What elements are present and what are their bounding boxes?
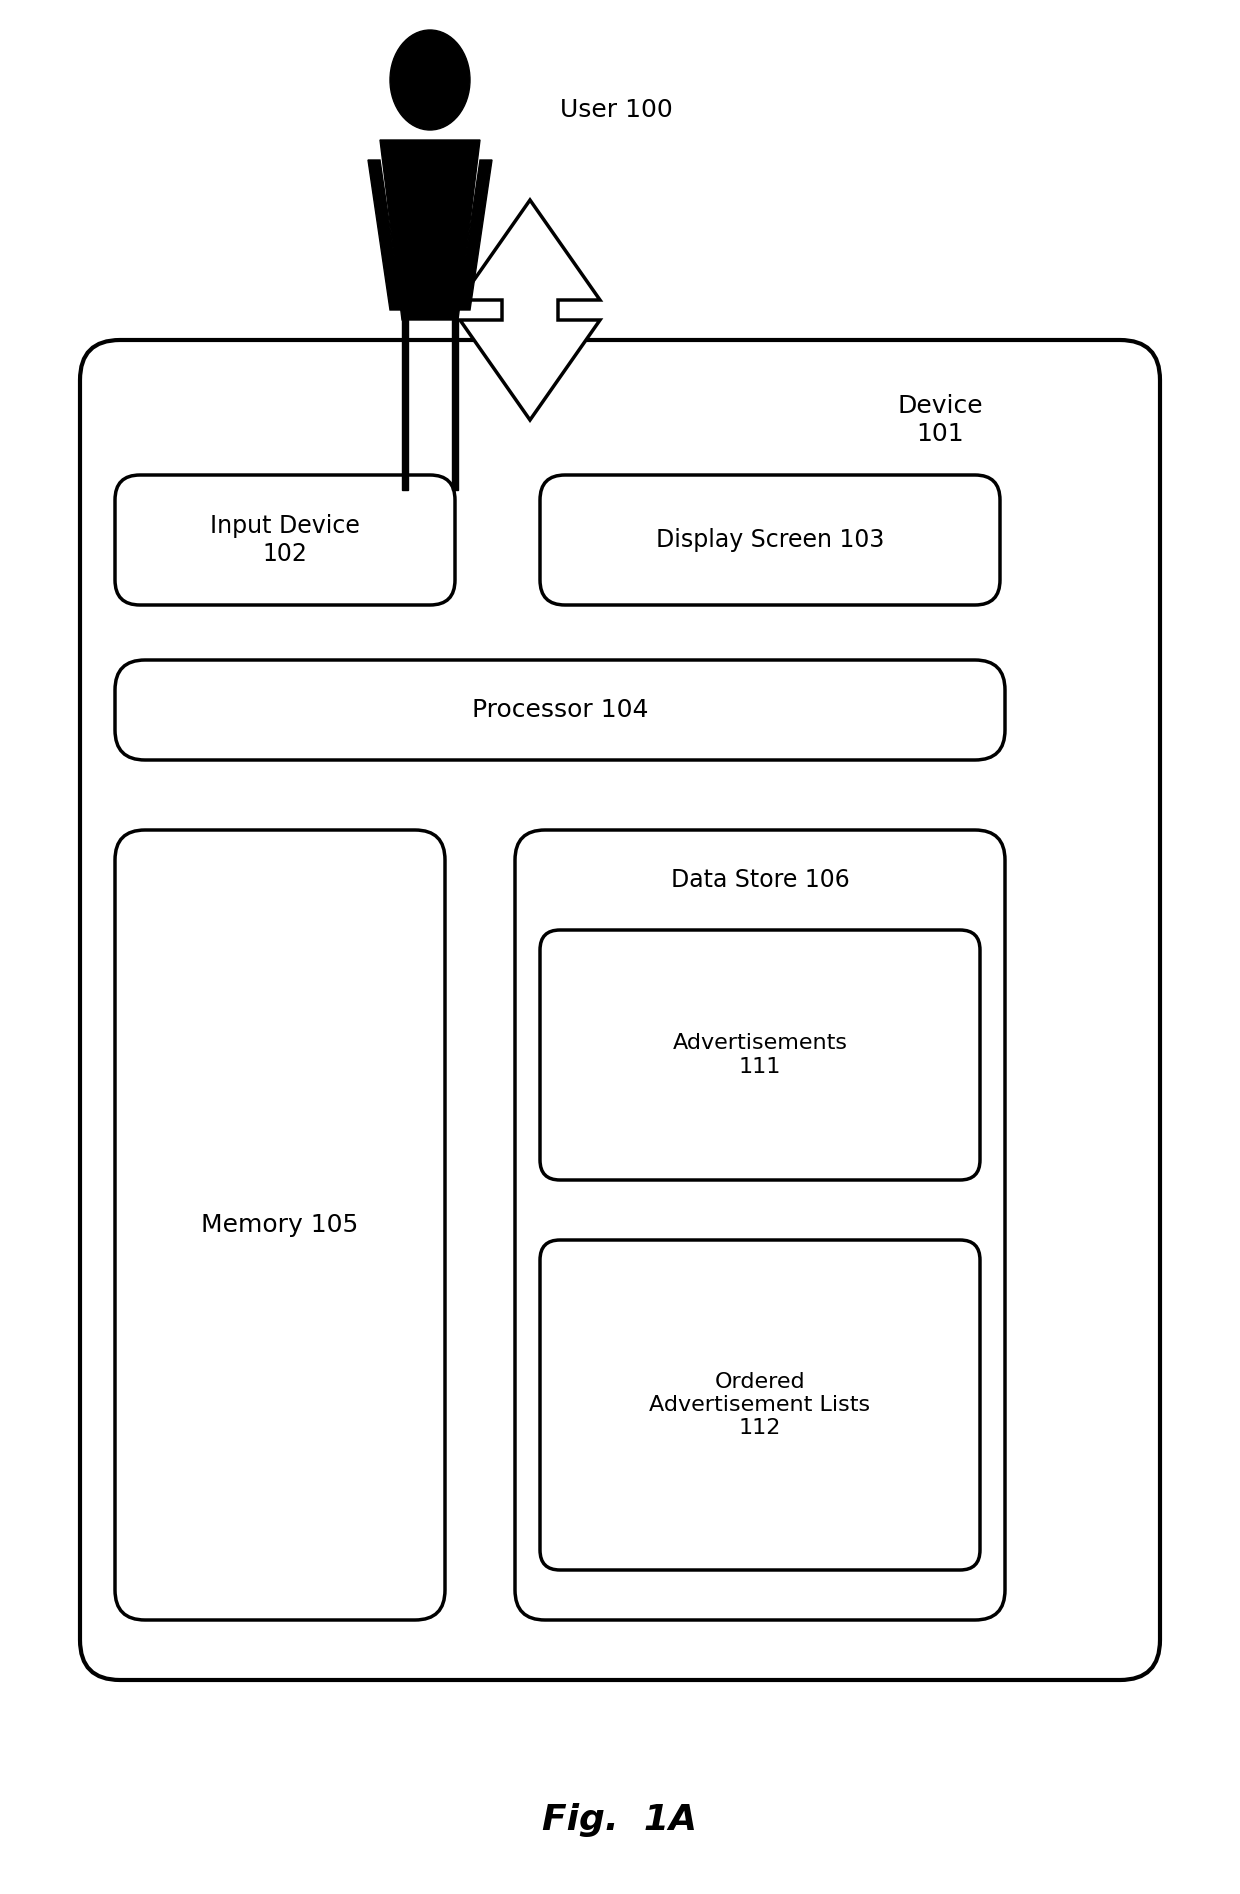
FancyBboxPatch shape: [81, 341, 1159, 1680]
Polygon shape: [460, 201, 600, 420]
FancyBboxPatch shape: [115, 830, 445, 1619]
Text: Display Screen 103: Display Screen 103: [656, 528, 884, 551]
Polygon shape: [453, 320, 458, 491]
Text: Fig.  1A: Fig. 1A: [543, 1803, 697, 1837]
FancyBboxPatch shape: [539, 930, 980, 1180]
Text: Input Device
102: Input Device 102: [210, 513, 360, 566]
Polygon shape: [458, 159, 492, 311]
Text: Advertisements
111: Advertisements 111: [672, 1034, 847, 1076]
Text: Device
101: Device 101: [898, 394, 983, 445]
Text: Memory 105: Memory 105: [201, 1212, 358, 1237]
Polygon shape: [368, 159, 402, 311]
FancyBboxPatch shape: [539, 475, 999, 604]
FancyBboxPatch shape: [115, 659, 1004, 759]
Ellipse shape: [391, 30, 470, 131]
FancyBboxPatch shape: [515, 830, 1004, 1619]
Text: Processor 104: Processor 104: [471, 699, 649, 722]
Polygon shape: [402, 320, 408, 491]
Text: User 100: User 100: [560, 98, 673, 121]
Text: Data Store 106: Data Store 106: [671, 867, 849, 892]
Text: Ordered
Advertisement Lists
112: Ordered Advertisement Lists 112: [650, 1371, 870, 1438]
FancyBboxPatch shape: [539, 1241, 980, 1570]
FancyBboxPatch shape: [115, 475, 455, 604]
Polygon shape: [379, 140, 480, 320]
